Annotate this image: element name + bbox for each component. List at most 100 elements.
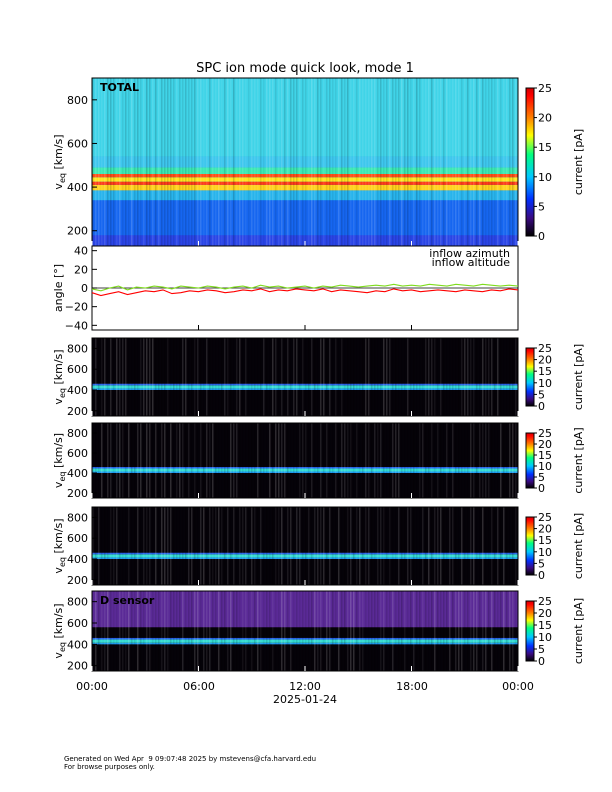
heatmap-streak bbox=[236, 338, 238, 416]
heatmap-streak bbox=[146, 591, 148, 671]
heatmap-streak bbox=[200, 507, 202, 585]
heatmap-streak bbox=[137, 338, 139, 416]
heatmap-streak bbox=[158, 338, 160, 416]
heatmap-streak bbox=[281, 591, 283, 671]
heatmap-streak bbox=[275, 423, 277, 498]
heatmap-streak bbox=[227, 591, 229, 671]
heatmap-streak bbox=[173, 507, 175, 585]
heatmap-streak bbox=[287, 78, 289, 246]
heatmap-streak bbox=[155, 78, 157, 246]
colorbar-tick-label: 20 bbox=[538, 523, 552, 536]
heatmap-streak bbox=[491, 338, 493, 416]
heatmap-streak bbox=[488, 78, 490, 246]
heatmap-streak bbox=[419, 423, 421, 498]
heatmap-streak bbox=[179, 78, 181, 246]
heatmap-streak bbox=[92, 423, 94, 498]
heatmap-streak bbox=[203, 591, 205, 671]
heatmap-streak bbox=[419, 507, 421, 585]
heatmap-streak bbox=[245, 423, 247, 498]
heatmap-streak bbox=[182, 507, 184, 585]
heatmap-streak bbox=[113, 507, 115, 585]
heatmap-streak bbox=[470, 507, 472, 585]
heatmap-streak bbox=[179, 507, 181, 585]
heatmap-streak bbox=[344, 507, 346, 585]
heatmap-streak bbox=[392, 78, 394, 246]
heatmap-streak bbox=[308, 423, 310, 498]
heatmap-streak bbox=[176, 338, 178, 416]
heatmap-streak bbox=[119, 591, 121, 671]
heatmap-streak bbox=[206, 78, 208, 246]
x-tick-label: 18:00 bbox=[396, 680, 428, 693]
colorbar-tick-label: 15 bbox=[538, 619, 552, 632]
heatmap-streak bbox=[164, 591, 166, 671]
panel-angle: −40 −20 0 20 40 angle [°] inflow azimuthinflow… bbox=[52, 245, 519, 332]
heatmap-streak bbox=[302, 338, 304, 416]
heatmap-streak bbox=[395, 423, 397, 498]
colorbar-tick-label: 15 bbox=[538, 141, 552, 154]
heatmap-streak bbox=[494, 78, 496, 246]
heatmap-streak bbox=[446, 423, 448, 498]
heatmap-streak bbox=[371, 78, 373, 246]
heatmap-streak bbox=[248, 78, 250, 246]
heatmap-streak bbox=[134, 338, 136, 416]
heatmap-streak bbox=[491, 78, 493, 246]
heatmap-streak bbox=[356, 423, 358, 498]
heatmap-streak bbox=[341, 338, 343, 416]
heatmap-streak bbox=[185, 78, 187, 246]
heatmap-streak bbox=[287, 591, 289, 671]
heatmap-streak bbox=[293, 338, 295, 416]
heatmap-streak bbox=[239, 338, 241, 416]
heatmap-streak bbox=[314, 591, 316, 671]
heatmap-streak bbox=[467, 591, 469, 671]
heatmap-streak bbox=[251, 423, 253, 498]
heatmap-streak bbox=[233, 338, 235, 416]
heatmap-streak bbox=[380, 338, 382, 416]
heatmap-streak bbox=[110, 78, 112, 246]
heatmap-streak bbox=[197, 591, 199, 671]
heatmap-streak bbox=[236, 507, 238, 585]
heatmap-streak bbox=[503, 507, 505, 585]
heatmap-streak bbox=[311, 78, 313, 246]
heatmap-streak bbox=[302, 78, 304, 246]
heatmap-streak bbox=[278, 423, 280, 498]
heatmap-streak bbox=[458, 591, 460, 671]
colorbar-label: current [pA] bbox=[572, 344, 585, 410]
legend-entry: inflow azimuth bbox=[429, 247, 510, 260]
heatmap-streak bbox=[170, 423, 172, 498]
heatmap-streak bbox=[401, 338, 403, 416]
heatmap-streak bbox=[212, 423, 214, 498]
heatmap-streak bbox=[461, 591, 463, 671]
heatmap-streak bbox=[134, 507, 136, 585]
heatmap-streak bbox=[509, 423, 511, 498]
heatmap-streak bbox=[395, 338, 397, 416]
heatmap-streak bbox=[311, 591, 313, 671]
heatmap-streak bbox=[482, 591, 484, 671]
y-tick-label: 600 bbox=[67, 617, 88, 630]
heatmap-streak bbox=[218, 338, 220, 416]
heatmap-streak bbox=[272, 591, 274, 671]
heatmap-streak bbox=[179, 591, 181, 671]
heatmap-streak bbox=[452, 78, 454, 246]
heatmap-streak bbox=[95, 338, 97, 416]
heatmap-streak bbox=[293, 507, 295, 585]
heatmap-streak bbox=[263, 78, 265, 246]
heatmap-streak bbox=[260, 507, 262, 585]
heatmap-streak bbox=[449, 591, 451, 671]
heatmap-streak bbox=[350, 507, 352, 585]
heatmap-streak bbox=[368, 78, 370, 246]
y-axis-label: veq [km/s] bbox=[52, 603, 67, 658]
heatmap-streak bbox=[302, 423, 304, 498]
y-tick-label: 400 bbox=[67, 384, 88, 397]
heatmap-streak bbox=[440, 338, 442, 416]
heatmap-streak bbox=[455, 507, 457, 585]
heatmap-streak bbox=[212, 338, 214, 416]
heatmap-streak bbox=[326, 423, 328, 498]
heatmap-streak bbox=[461, 78, 463, 246]
heatmap-streak bbox=[512, 338, 514, 416]
heatmap-streak bbox=[212, 78, 214, 246]
heatmap-streak bbox=[242, 78, 244, 246]
y-tick-label: 800 bbox=[67, 596, 88, 609]
